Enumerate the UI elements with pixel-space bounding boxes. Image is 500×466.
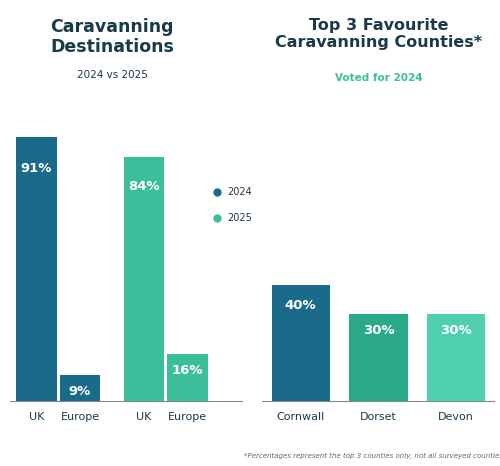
Text: *Percentages represent the top 3 counties only, not all surveyed counties.: *Percentages represent the top 3 countie… [244,453,500,459]
Text: Voted for 2024: Voted for 2024 [334,73,422,83]
Text: Cornwall: Cornwall [276,412,325,423]
Text: 2025: 2025 [228,213,252,223]
Bar [427,314,486,401]
Text: UK: UK [136,412,152,423]
Bar [16,137,56,401]
Text: 91%: 91% [20,162,52,175]
Bar [272,285,330,401]
Text: Devon: Devon [438,412,474,423]
Text: 16%: 16% [172,364,204,377]
Text: Dorset: Dorset [360,412,397,423]
Text: Top 3 Favourite
Caravanning Counties*: Top 3 Favourite Caravanning Counties* [275,18,482,50]
Text: 40%: 40% [285,299,316,312]
Text: Europe: Europe [168,412,207,423]
Bar [168,355,208,401]
Text: 30%: 30% [362,324,394,337]
Text: 9%: 9% [69,385,91,398]
Bar [60,375,100,401]
Text: Caravanning
Destinations: Caravanning Destinations [50,18,174,56]
Bar [350,314,408,401]
Text: 84%: 84% [128,180,160,193]
Text: 2024 vs 2025: 2024 vs 2025 [76,70,148,80]
Bar [124,157,164,401]
Text: 2024: 2024 [228,187,252,197]
Text: 30%: 30% [440,324,472,337]
Text: UK: UK [28,412,44,423]
Text: Europe: Europe [60,412,100,423]
